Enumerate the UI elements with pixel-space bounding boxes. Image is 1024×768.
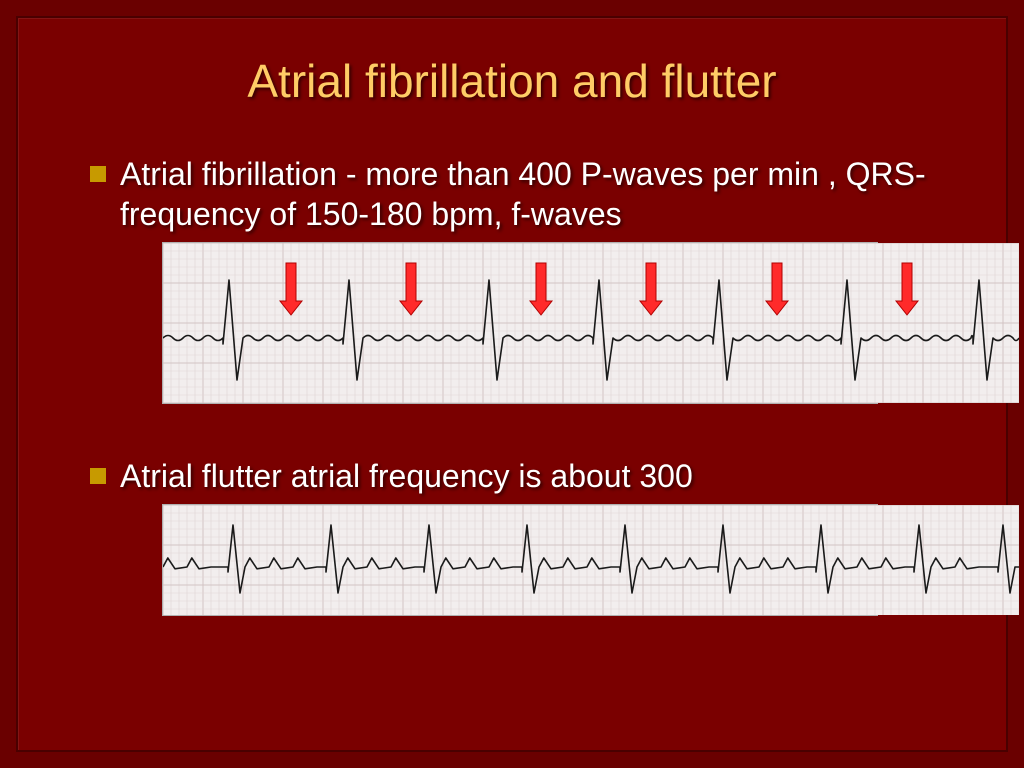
bullet-text-2: Atrial flutter atrial frequency is about… (120, 456, 693, 496)
bullet-item-1: Atrial fibrillation - more than 400 P-wa… (90, 154, 942, 234)
bullet-list: Atrial fibrillation - more than 400 P-wa… (90, 154, 942, 616)
ecg-fibrillation (162, 242, 878, 404)
slide-title: Atrial fibrillation and flutter (18, 54, 1006, 108)
bullet-square-icon (90, 166, 106, 182)
ecg-flutter (162, 504, 878, 616)
ecg-flutter-svg (163, 505, 1019, 615)
slide: Atrial fibrillation and flutter Atrial f… (16, 16, 1008, 752)
bullet-square-icon (90, 468, 106, 484)
bullet-text-1: Atrial fibrillation - more than 400 P-wa… (120, 154, 942, 234)
bullet-item-2: Atrial flutter atrial frequency is about… (90, 456, 942, 496)
ecg-fibrillation-svg (163, 243, 1019, 403)
